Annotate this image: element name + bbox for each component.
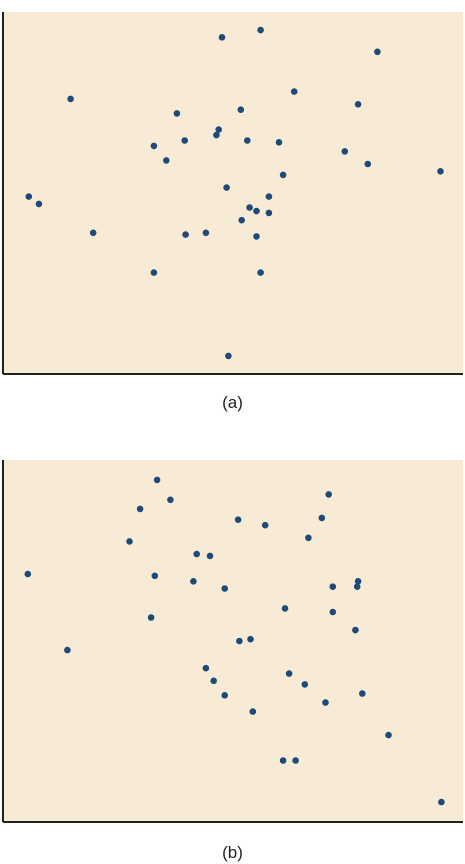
- data-point-b-22: [247, 635, 254, 643]
- data-point-b-32: [249, 708, 257, 715]
- plot-area-b: [3, 460, 463, 822]
- data-point-a-12: [275, 139, 283, 146]
- data-point-b-21: [352, 626, 359, 634]
- data-point-a-25: [265, 209, 273, 217]
- data-point-a-15: [163, 157, 170, 164]
- data-point-a-2: [374, 48, 381, 56]
- data-point-a-13: [150, 142, 158, 150]
- data-point-b-23: [236, 637, 243, 645]
- data-point-a-10: [181, 137, 188, 144]
- data-point-a-22: [35, 200, 43, 208]
- data-point-b-33: [385, 731, 392, 739]
- data-point-a-0: [257, 26, 264, 34]
- data-point-b-36: [438, 798, 445, 806]
- data-point-b-8: [126, 538, 133, 545]
- data-point-a-6: [237, 106, 245, 113]
- data-point-a-4: [67, 95, 74, 103]
- data-point-a-5: [354, 101, 362, 108]
- data-point-b-12: [151, 572, 159, 580]
- scatter-svg-a: [2, 12, 463, 375]
- data-point-a-21: [265, 193, 273, 200]
- data-point-b-29: [359, 690, 366, 697]
- data-point-b-14: [354, 578, 362, 585]
- scatter-plot-a: [0, 0, 465, 390]
- data-point-b-26: [285, 670, 293, 677]
- data-point-b-18: [281, 605, 289, 612]
- data-point-b-0: [153, 476, 161, 484]
- data-point-b-16: [329, 583, 337, 590]
- data-point-b-15: [353, 583, 361, 590]
- data-point-b-25: [202, 664, 210, 672]
- data-point-b-11: [24, 570, 32, 578]
- data-point-b-30: [221, 692, 228, 699]
- data-point-a-3: [290, 88, 298, 95]
- data-point-a-32: [257, 269, 264, 276]
- data-point-b-7: [305, 534, 312, 542]
- data-point-a-9: [213, 131, 220, 139]
- data-point-b-28: [301, 681, 309, 688]
- data-point-b-3: [136, 505, 144, 513]
- data-point-a-26: [238, 216, 245, 224]
- data-point-b-13: [190, 578, 197, 585]
- data-point-a-18: [279, 171, 287, 179]
- data-point-b-1: [325, 491, 333, 498]
- panel-label-b: (b): [222, 843, 243, 862]
- data-point-b-17: [221, 585, 228, 592]
- data-point-a-11: [244, 137, 251, 144]
- data-point-a-29: [182, 231, 189, 238]
- data-point-b-27: [210, 677, 217, 685]
- data-point-a-23: [246, 204, 253, 211]
- data-point-a-8: [215, 126, 222, 133]
- data-point-b-10: [206, 552, 214, 560]
- data-point-b-2: [167, 496, 174, 504]
- data-point-b-9: [193, 550, 200, 558]
- data-point-a-17: [437, 168, 444, 175]
- data-point-a-24: [253, 207, 260, 215]
- data-point-a-19: [223, 184, 230, 191]
- panel-label-a: (a): [222, 393, 243, 412]
- data-point-b-34: [279, 757, 287, 764]
- scatter-svg-b: [2, 460, 463, 823]
- data-point-b-20: [147, 614, 155, 621]
- plot-area-a: [3, 12, 463, 374]
- data-point-a-28: [202, 229, 210, 237]
- data-point-b-6: [261, 521, 269, 529]
- data-point-a-14: [341, 148, 349, 155]
- data-point-a-1: [218, 34, 226, 41]
- data-point-a-33: [225, 352, 232, 360]
- data-point-b-35: [292, 757, 299, 764]
- data-point-b-19: [329, 608, 337, 616]
- data-point-a-20: [25, 193, 33, 200]
- data-point-a-30: [253, 233, 260, 240]
- data-point-a-7: [173, 110, 181, 117]
- scatter-plot-b: [0, 448, 465, 838]
- data-point-a-27: [89, 229, 97, 237]
- data-point-a-16: [364, 160, 372, 168]
- data-point-b-31: [322, 699, 329, 706]
- data-point-b-5: [234, 516, 242, 523]
- data-point-b-4: [318, 514, 326, 522]
- data-point-a-31: [150, 269, 158, 276]
- data-point-b-24: [64, 646, 71, 654]
